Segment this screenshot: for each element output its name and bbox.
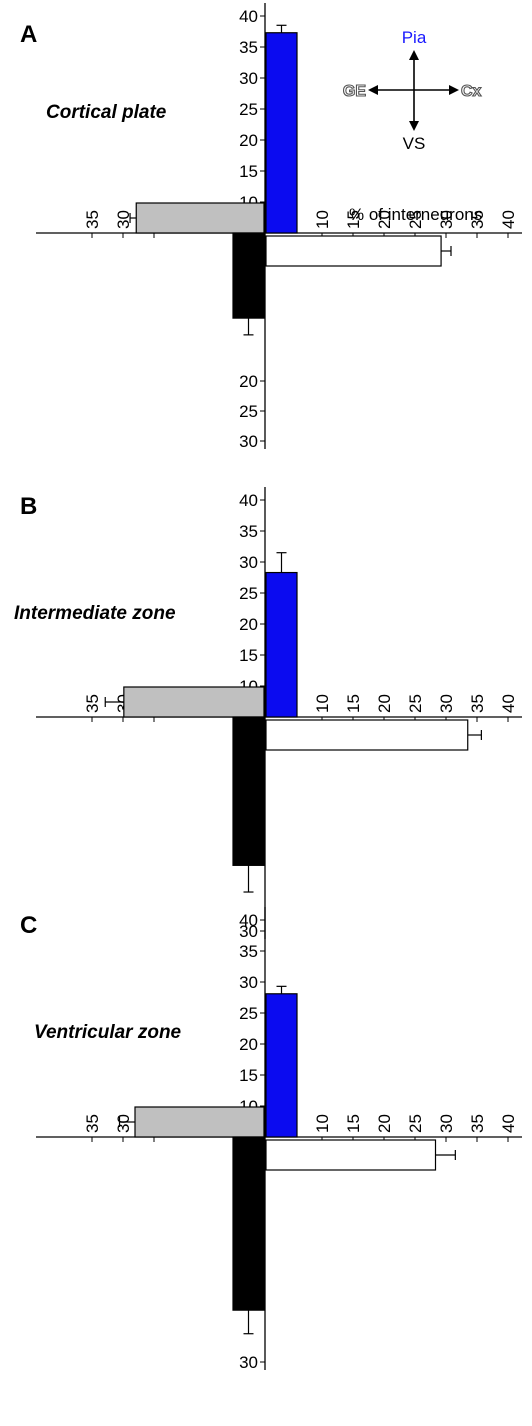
panel-title: Ventricular zone (34, 1022, 182, 1043)
tick-label-up: 30 (239, 69, 258, 88)
tick-label-up: 15 (239, 1066, 258, 1085)
panel-letter: C (20, 912, 37, 939)
bar-pia (265, 993, 298, 1138)
tick-label-up: 20 (239, 131, 258, 150)
tick-label-right: 35 (468, 694, 487, 713)
tick-label-up: 30 (239, 973, 258, 992)
compass-label-ge: GE (343, 83, 366, 100)
tick-label-right: 35 (468, 210, 487, 229)
tick-label-up: 20 (239, 1035, 258, 1054)
tick-label-down: 30 (239, 922, 258, 941)
tick-label-right: 20 (375, 694, 394, 713)
tick-label-up: 30 (239, 553, 258, 572)
tick-label-up: 40 (239, 911, 258, 930)
tick-label-up: 25 (239, 1004, 258, 1023)
tick-label-right: 30 (437, 210, 456, 229)
panel-letter: A (20, 21, 37, 48)
compass-arrowhead-right (449, 85, 459, 95)
tick-label-down: 25 (239, 402, 258, 421)
tick-label-right: 10 (313, 1114, 332, 1133)
tick-label-right: 40 (499, 210, 518, 229)
bar-ge (123, 686, 265, 718)
tick-label-up: 25 (239, 584, 258, 603)
tick-label-right: 20 (375, 1114, 394, 1133)
tick-label-right: 10 (313, 694, 332, 713)
tick-label-right: 25 (406, 694, 425, 713)
bar-ge (135, 202, 265, 234)
tick-label-right: 25 (406, 1114, 425, 1133)
tick-label-right: 15 (344, 694, 363, 713)
tick-label-left: 35 (83, 210, 102, 229)
compass-arrowhead-left (368, 85, 378, 95)
compass-label-cx: Cx (461, 83, 482, 100)
bar-cx (265, 719, 469, 751)
tick-label-down: 30 (239, 432, 258, 451)
compass-arrowhead-down (409, 121, 419, 131)
tick-label-down: 30 (239, 1353, 258, 1372)
tick-label-up: 35 (239, 38, 258, 57)
bar-vs (232, 1136, 265, 1311)
tick-label-left: 30 (114, 1114, 133, 1133)
tick-label-right: 15 (344, 210, 363, 229)
tick-label-right: 15 (344, 1114, 363, 1133)
compass-indicator: Pia VS GE Cx (342, 28, 482, 153)
tick-label-right: 25 (406, 210, 425, 229)
bar-ge (134, 1106, 265, 1138)
compass-label-pia: Pia (402, 28, 427, 47)
tick-label-right: 35 (468, 1114, 487, 1133)
panel-title: Cortical plate (46, 102, 167, 123)
tick-label-up: 15 (239, 646, 258, 665)
tick-label-right: 20 (375, 210, 394, 229)
compass-arrowhead-up (409, 50, 419, 60)
tick-label-right: 30 (437, 694, 456, 713)
bar-cx (265, 235, 442, 267)
bar-vs (232, 232, 265, 319)
tick-label-right: 30 (437, 1114, 456, 1133)
tick-label-up: 25 (239, 100, 258, 119)
tick-label-up: 20 (239, 615, 258, 634)
unit-label: % of interneurons (349, 205, 482, 224)
tick-label-right: 40 (499, 1114, 518, 1133)
tick-label-up: 40 (239, 491, 258, 510)
tick-label-left: 35 (83, 1114, 102, 1133)
tick-label-right: 40 (499, 694, 518, 713)
tick-label-right: 10 (313, 210, 332, 229)
tick-label-up: 15 (239, 162, 258, 181)
bar-pia (265, 32, 298, 234)
tick-label-left: 35 (83, 694, 102, 713)
tick-label-down: 20 (239, 372, 258, 391)
bar-vs (232, 716, 265, 866)
tick-label-up: 35 (239, 942, 258, 961)
panel-letter: B (20, 493, 37, 520)
bar-pia (265, 571, 298, 718)
tick-label-up: 40 (239, 7, 258, 26)
bar-cx (265, 1139, 437, 1171)
panel-title: Intermediate zone (14, 603, 176, 624)
compass-label-vs: VS (403, 134, 426, 153)
tick-label-up: 35 (239, 522, 258, 541)
tick-label-left: 30 (114, 210, 133, 229)
